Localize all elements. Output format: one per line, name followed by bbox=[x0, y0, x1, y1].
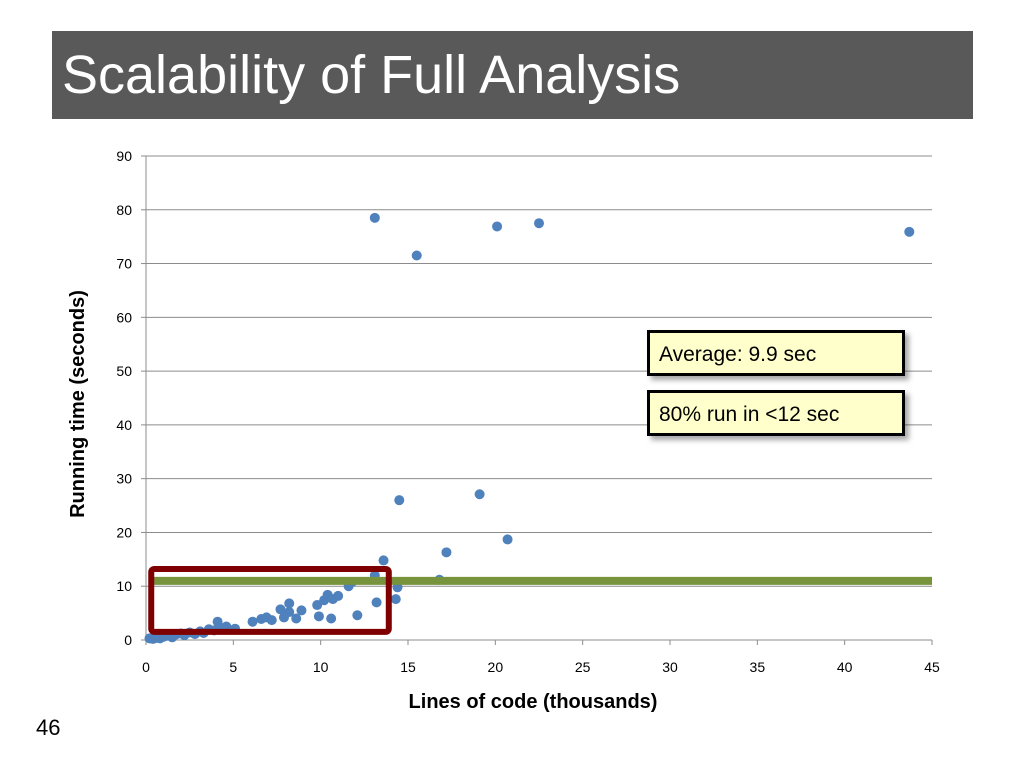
data-point bbox=[502, 534, 513, 545]
data-point bbox=[312, 600, 323, 611]
x-tick-label: 40 bbox=[837, 659, 853, 675]
data-point bbox=[291, 613, 302, 624]
x-tick-label: 20 bbox=[488, 659, 504, 675]
y-tick-label: 80 bbox=[116, 202, 132, 218]
data-point bbox=[904, 226, 915, 237]
data-point bbox=[284, 598, 295, 609]
y-tick-label: 0 bbox=[124, 632, 132, 648]
data-point bbox=[284, 607, 295, 618]
highlight-box bbox=[148, 566, 392, 635]
data-point bbox=[352, 610, 363, 621]
data-point bbox=[378, 555, 389, 566]
y-axis-label: Running time (seconds) bbox=[67, 290, 89, 518]
title-bar: Scalability of Full Analysis bbox=[52, 31, 973, 119]
slide-number: 46 bbox=[36, 715, 61, 740]
y-tick-label: 90 bbox=[116, 148, 132, 164]
data-point bbox=[390, 594, 401, 605]
y-tick-label: 20 bbox=[116, 524, 132, 540]
percentile-callout: 80% run in <12 sec bbox=[647, 390, 905, 436]
x-tick-label: 30 bbox=[662, 659, 678, 675]
data-point bbox=[474, 489, 485, 500]
x-tick-label: 5 bbox=[229, 659, 237, 675]
y-tick-label: 70 bbox=[116, 256, 132, 272]
x-tick-label: 25 bbox=[575, 659, 591, 675]
y-tick-label: 30 bbox=[116, 471, 132, 487]
x-tick-label: 45 bbox=[924, 659, 940, 675]
x-axis-label: Lines of code (thousands) bbox=[409, 691, 658, 713]
x-tick-label: 35 bbox=[750, 659, 766, 675]
data-point bbox=[492, 221, 503, 232]
y-tick-label: 50 bbox=[116, 363, 132, 379]
x-tick-label: 15 bbox=[400, 659, 416, 675]
average-callout: Average: 9.9 sec bbox=[647, 330, 905, 376]
data-point bbox=[369, 212, 380, 223]
data-point bbox=[247, 616, 258, 627]
y-tick-label: 10 bbox=[116, 578, 132, 594]
data-point bbox=[394, 495, 405, 506]
data-point bbox=[275, 604, 286, 615]
x-tick-label: 10 bbox=[313, 659, 329, 675]
y-tick-label: 40 bbox=[116, 417, 132, 433]
data-point bbox=[326, 613, 337, 624]
data-point bbox=[333, 590, 344, 601]
data-point bbox=[313, 611, 324, 622]
data-point bbox=[371, 597, 382, 608]
y-tick-label: 60 bbox=[116, 309, 132, 325]
slide-title: Scalability of Full Analysis bbox=[62, 45, 681, 105]
data-point bbox=[266, 615, 277, 626]
data-point bbox=[411, 250, 422, 261]
data-point bbox=[296, 605, 307, 616]
data-point bbox=[534, 218, 544, 229]
data-point bbox=[441, 547, 452, 558]
x-tick-label: 0 bbox=[142, 659, 150, 675]
